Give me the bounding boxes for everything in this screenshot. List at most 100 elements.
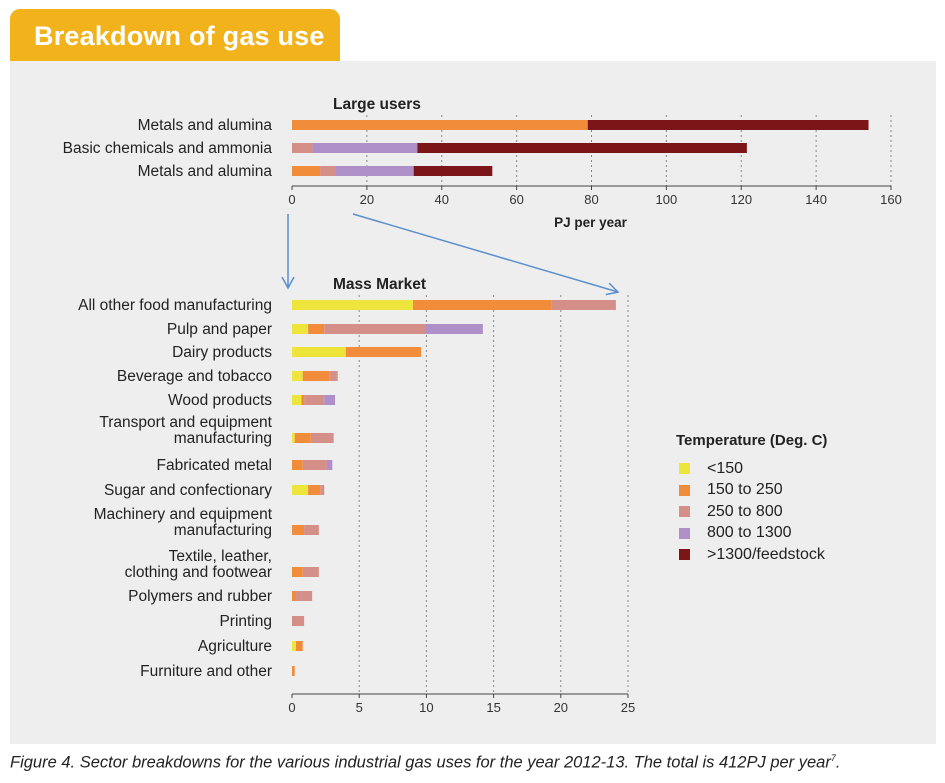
legend: Temperature (Deg. C) <150 150 to 250 250… (676, 432, 827, 566)
bar-segment (326, 460, 333, 470)
bar-segment (292, 616, 305, 626)
bar-segment (587, 120, 869, 130)
bar-segment (296, 591, 313, 601)
caption-superscript: 7 (830, 753, 836, 763)
bar-segment (308, 485, 321, 495)
tick-label: 160 (880, 192, 902, 207)
category-label: Basic chemicals and ammonia (63, 140, 273, 157)
chart-title: Large users (333, 96, 421, 113)
category-label: Printing (219, 613, 272, 630)
bar-segment (292, 433, 295, 443)
bar-segment (292, 143, 313, 153)
tick-label: 10 (419, 700, 433, 715)
bar-segment (292, 166, 321, 176)
caption-end: . (835, 753, 841, 772)
figure-caption: Figure 4. Sector breakdowns for the vari… (10, 753, 840, 773)
tick-label: 0 (288, 700, 295, 715)
bar-segment (417, 143, 747, 153)
bar-segment (413, 166, 493, 176)
tick-label: 80 (584, 192, 598, 207)
legend-label: <150 (707, 459, 744, 477)
category-label: Dairy products (172, 344, 272, 361)
bar-segment (296, 641, 303, 651)
tick-label: 140 (805, 192, 827, 207)
bar-segment (302, 567, 319, 577)
bar-segment (302, 371, 330, 381)
connector-arrow-right (352, 213, 620, 296)
legend-swatch (679, 527, 690, 539)
bar-segment (292, 324, 309, 334)
bar-segment (292, 371, 303, 381)
legend-label: 250 to 800 (707, 502, 783, 520)
legend-item: 250 to 800 (676, 501, 827, 523)
bar-segment (292, 591, 297, 601)
bar-segment (301, 395, 305, 405)
bar-segment (324, 324, 426, 334)
bar-segment (302, 460, 327, 470)
bar-segment (292, 641, 297, 651)
legend-label: >1300/feedstock (707, 545, 825, 563)
bar-segment (292, 567, 303, 577)
x-axis-label: PJ per year (554, 215, 628, 230)
legend-swatch (679, 484, 690, 496)
bar-segment (320, 166, 336, 176)
bar-segment (292, 485, 309, 495)
tick-label: 20 (360, 192, 374, 207)
tick-label: 40 (435, 192, 449, 207)
category-label: Furniture and other (140, 663, 272, 680)
bar-segment (292, 347, 346, 357)
category-label: Transport and equipment manufacturing (99, 414, 272, 447)
bar-segment (292, 460, 303, 470)
bar-segment (335, 166, 414, 176)
bar-segment (292, 666, 295, 676)
bar-segment (304, 395, 325, 405)
bar-segment (292, 395, 302, 405)
bar-segment (292, 525, 305, 535)
legend-swatch (679, 549, 690, 561)
bar-segment (308, 324, 325, 334)
bar-segment (294, 433, 311, 443)
category-label: Pulp and paper (167, 321, 272, 338)
legend-label: 150 to 250 (707, 481, 783, 499)
bar-segment (320, 485, 325, 495)
category-label: Wood products (168, 392, 272, 409)
category-label: Machinery and equipment manufacturing (94, 506, 273, 539)
category-label: All other food manufacturing (78, 297, 272, 314)
category-label: Metals and alumina (138, 117, 273, 134)
bar-segment (412, 300, 552, 310)
legend-item: >1300/feedstock (676, 544, 827, 566)
bar-segment (310, 433, 334, 443)
tick-label: 15 (486, 700, 500, 715)
bar-segment (324, 395, 336, 405)
category-label: Sugar and confectionary (104, 482, 272, 499)
category-label: Textile, leather, clothing and footwear (125, 548, 272, 581)
legend-swatch (679, 506, 690, 518)
bar-segment (292, 300, 413, 310)
bar-segment (292, 120, 588, 130)
header-title: Breakdown of gas use (10, 9, 340, 61)
tick-label: 5 (356, 700, 363, 715)
bar-segment (329, 371, 338, 381)
category-label: Agriculture (198, 638, 272, 655)
chart-title: Mass Market (333, 276, 426, 293)
legend-item: <150 (676, 458, 827, 480)
tick-label: 25 (621, 700, 635, 715)
category-label: Metals and alumina (138, 163, 273, 180)
bar-segment (304, 525, 319, 535)
caption-text: Figure 4. Sector breakdowns for the vari… (10, 753, 831, 772)
bar-segment (312, 143, 418, 153)
category-label: Polymers and rubber (128, 588, 272, 605)
tick-label: 60 (509, 192, 523, 207)
category-label: Fabricated metal (157, 457, 272, 474)
bar-segment (425, 324, 483, 334)
tick-label: 120 (730, 192, 752, 207)
category-label: Beverage and tobacco (117, 368, 272, 385)
legend-item: 800 to 1300 (676, 523, 827, 545)
tick-label: 20 (554, 700, 568, 715)
legend-item: 150 to 250 (676, 480, 827, 502)
bar-segment (551, 300, 616, 310)
legend-label: 800 to 1300 (707, 524, 792, 542)
tick-label: 0 (288, 192, 295, 207)
legend-swatch (679, 463, 690, 475)
